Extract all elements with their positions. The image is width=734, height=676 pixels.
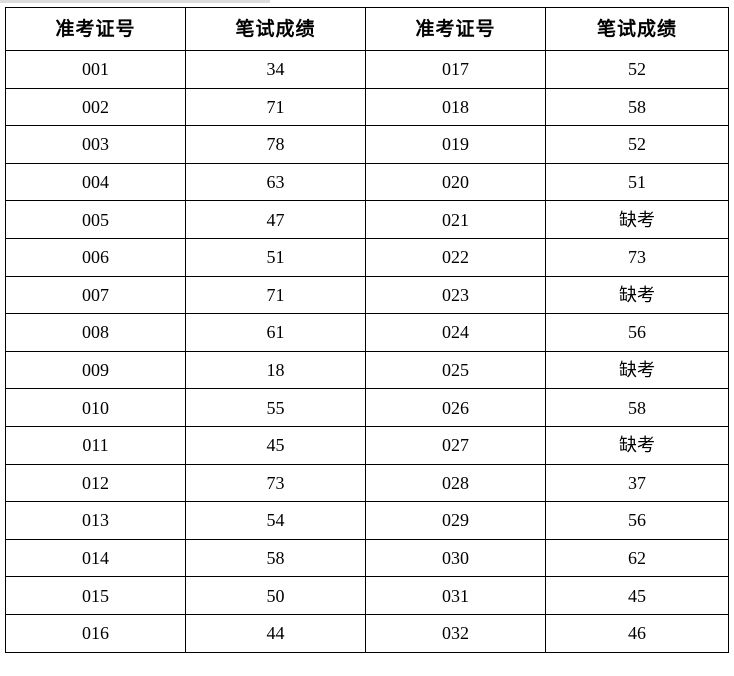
table-row: 005 47 021 缺考 — [5, 200, 729, 239]
table-row: 009 18 025 缺考 — [5, 350, 729, 390]
cell-ticket-number-right: 017 — [365, 50, 546, 89]
cell-ticket-number-left: 010 — [5, 388, 186, 427]
cell-written-score-right: 52 — [545, 50, 729, 89]
cell-ticket-number-left: 001 — [5, 50, 186, 89]
cell-ticket-number-right: 027 — [365, 425, 546, 465]
score-table-container: 准考证号 笔试成绩 准考证号 笔试成绩 001 34 017 52 002 71 018 58… — [5, 7, 729, 653]
cell-written-score-left: 47 — [185, 200, 366, 239]
cell-ticket-number-left: 009 — [5, 350, 186, 390]
table-row: 008 61 024 56 — [5, 313, 729, 352]
cell-ticket-number-left: 002 — [5, 87, 186, 127]
cell-written-score-left: 51 — [185, 237, 366, 277]
table-row: 004 63 020 51 — [5, 162, 729, 202]
cell-written-score-left: 55 — [185, 388, 366, 427]
cell-ticket-number-left: 008 — [5, 313, 186, 352]
cell-written-score-left: 61 — [185, 313, 366, 352]
cell-written-score-right: 58 — [545, 388, 729, 427]
table-row: 011 45 027 缺考 — [5, 425, 729, 465]
cell-ticket-number-right: 026 — [365, 388, 546, 427]
cell-written-score-left: 78 — [185, 125, 366, 164]
cell-written-score-left: 71 — [185, 87, 366, 127]
cell-written-score-left: 73 — [185, 463, 366, 503]
table-row: 002 71 018 58 — [5, 87, 729, 127]
column-header-ticket-number-1: 准考证号 — [5, 7, 186, 51]
cell-ticket-number-right: 019 — [365, 125, 546, 164]
cell-written-score-right: 62 — [545, 538, 729, 578]
cell-ticket-number-left: 015 — [5, 576, 186, 615]
cell-written-score-right: 46 — [545, 613, 729, 653]
cell-written-score-right: 58 — [545, 87, 729, 127]
cell-ticket-number-left: 003 — [5, 125, 186, 164]
cell-ticket-number-right: 032 — [365, 613, 546, 653]
cell-ticket-number-right: 029 — [365, 501, 546, 540]
cell-written-score-right: 56 — [545, 313, 729, 352]
top-gray-strip — [0, 0, 270, 3]
cell-ticket-number-right: 024 — [365, 313, 546, 352]
cell-ticket-number-right: 031 — [365, 576, 546, 615]
column-header-written-score-2: 笔试成绩 — [545, 7, 729, 51]
cell-written-score-left: 71 — [185, 275, 366, 315]
cell-written-score-right: 45 — [545, 576, 729, 615]
cell-ticket-number-left: 016 — [5, 613, 186, 653]
cell-ticket-number-right: 021 — [365, 200, 546, 239]
cell-ticket-number-left: 013 — [5, 501, 186, 540]
column-header-written-score-1: 笔试成绩 — [185, 7, 366, 51]
table-row: 013 54 029 56 — [5, 501, 729, 540]
table-row: 010 55 026 58 — [5, 388, 729, 427]
cell-written-score-left: 18 — [185, 350, 366, 390]
cell-ticket-number-right: 020 — [365, 162, 546, 202]
table-body: 001 34 017 52 002 71 018 58 003 78 019 52 004 63 020 51… — [5, 50, 729, 653]
cell-written-score-right: 缺考 — [545, 350, 729, 390]
table-row: 003 78 019 52 — [5, 125, 729, 164]
cell-ticket-number-left: 005 — [5, 200, 186, 239]
cell-written-score-right: 缺考 — [545, 200, 729, 239]
cell-ticket-number-left: 014 — [5, 538, 186, 578]
cell-written-score-right: 缺考 — [545, 425, 729, 465]
cell-written-score-left: 44 — [185, 613, 366, 653]
cell-ticket-number-right: 025 — [365, 350, 546, 390]
table-header: 准考证号 笔试成绩 准考证号 笔试成绩 — [5, 7, 729, 51]
table-row: 015 50 031 45 — [5, 576, 729, 615]
cell-ticket-number-left: 011 — [5, 425, 186, 465]
table-row: 007 71 023 缺考 — [5, 275, 729, 315]
table-row: 014 58 030 62 — [5, 538, 729, 578]
table-row: 001 34 017 52 — [5, 50, 729, 89]
cell-written-score-right: 56 — [545, 501, 729, 540]
cell-ticket-number-right: 022 — [365, 237, 546, 277]
written-exam-score-table: 准考证号 笔试成绩 准考证号 笔试成绩 001 34 017 52 002 71 018 58… — [5, 7, 729, 653]
cell-ticket-number-right: 028 — [365, 463, 546, 503]
cell-ticket-number-left: 007 — [5, 275, 186, 315]
cell-written-score-left: 34 — [185, 50, 366, 89]
cell-written-score-right: 缺考 — [545, 275, 729, 315]
cell-ticket-number-left: 006 — [5, 237, 186, 277]
cell-ticket-number-left: 012 — [5, 463, 186, 503]
cell-written-score-left: 45 — [185, 425, 366, 465]
cell-written-score-right: 37 — [545, 463, 729, 503]
cell-written-score-right: 52 — [545, 125, 729, 164]
cell-ticket-number-right: 018 — [365, 87, 546, 127]
cell-ticket-number-right: 023 — [365, 275, 546, 315]
cell-ticket-number-left: 004 — [5, 162, 186, 202]
cell-written-score-left: 58 — [185, 538, 366, 578]
table-row: 012 73 028 37 — [5, 463, 729, 503]
cell-written-score-right: 73 — [545, 237, 729, 277]
column-header-ticket-number-2: 准考证号 — [365, 7, 546, 51]
cell-ticket-number-right: 030 — [365, 538, 546, 578]
cell-written-score-left: 50 — [185, 576, 366, 615]
table-row: 016 44 032 46 — [5, 613, 729, 653]
cell-written-score-left: 54 — [185, 501, 366, 540]
cell-written-score-right: 51 — [545, 162, 729, 202]
cell-written-score-left: 63 — [185, 162, 366, 202]
table-row: 006 51 022 73 — [5, 237, 729, 277]
table-header-row: 准考证号 笔试成绩 准考证号 笔试成绩 — [5, 7, 729, 51]
